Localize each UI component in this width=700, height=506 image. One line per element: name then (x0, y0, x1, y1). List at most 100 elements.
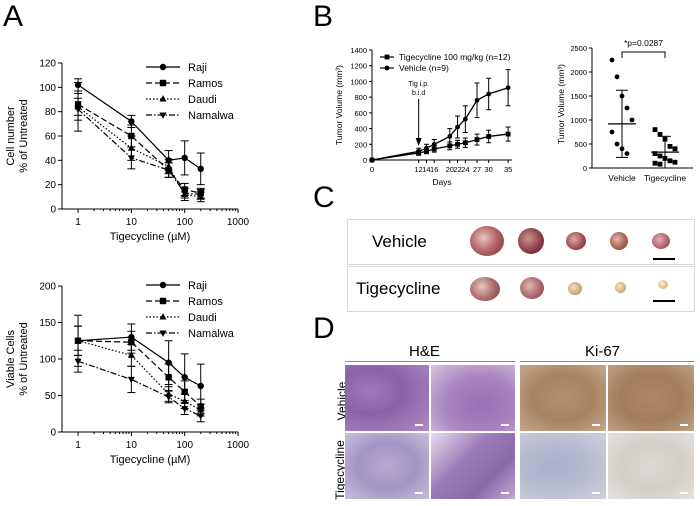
data-point (474, 97, 480, 103)
y-tick-label: 2500 (570, 44, 587, 53)
scale-bar (680, 424, 688, 426)
tumor-image (658, 280, 668, 289)
data-point (165, 167, 173, 174)
d-header-line (345, 361, 515, 362)
y-tick-label: 80 (45, 107, 57, 118)
tumor-photo-vehicle: Vehicle (347, 219, 695, 265)
y-tick-label: 0 (583, 164, 587, 173)
series-line (371, 87, 509, 161)
data-point (619, 146, 625, 152)
photo-label-vehicle: Vehicle (372, 232, 427, 251)
tumor-photo-tigecycline: Tigecycline (347, 266, 695, 312)
x-tick-label: 1000 (227, 217, 250, 228)
x-axis-label: Tigecycline (µM) (110, 454, 191, 466)
data-point (369, 157, 375, 163)
data-point (614, 74, 620, 80)
annotation-arrowhead (415, 138, 422, 146)
data-point (505, 85, 511, 91)
x-tick-label: 27 (473, 165, 481, 174)
data-point (197, 191, 205, 199)
legend-label: Raji (188, 62, 207, 74)
data-point (614, 141, 620, 147)
tumor-image (615, 282, 626, 293)
legend-label: Ramos (188, 296, 223, 308)
data-point (431, 141, 437, 147)
scale-bar (415, 492, 423, 494)
photo-label-tigecycline: Tigecycline (356, 279, 441, 298)
legend-marker (384, 65, 390, 71)
y-axis-label: Cell number (5, 106, 17, 166)
data-point (424, 145, 429, 151)
y-axis-label: Tumor Volume (mm³) (334, 65, 344, 145)
data-point (652, 151, 658, 156)
x-tick-label: 100 (176, 440, 193, 451)
y-axis-label: % of Untreated (18, 99, 30, 172)
legend-marker (159, 95, 167, 102)
data-point (672, 146, 678, 152)
annotation-text: Tig i.p. (408, 81, 429, 88)
y-tick-label: 40 (45, 156, 57, 167)
data-point (455, 141, 460, 147)
d-header-line (520, 361, 694, 362)
data-point (619, 93, 625, 99)
x-axis-label: Days (432, 177, 451, 187)
data-point (667, 144, 673, 149)
y-tick-label: 1000 (350, 77, 367, 86)
tumor-image (566, 232, 586, 250)
ki67-tigecycline-2 (608, 433, 694, 499)
y-tick-label: 1400 (350, 46, 367, 55)
y-tick-label: 150 (39, 318, 56, 329)
scale-bar (592, 492, 600, 494)
tumor-image (652, 233, 670, 249)
tumor-image (610, 232, 628, 250)
scale-bar (653, 258, 675, 260)
series-line (371, 133, 509, 161)
data-point (127, 376, 135, 384)
scale-bar (415, 424, 423, 426)
scale-bar (592, 424, 600, 426)
y-tick-label: 800 (354, 93, 367, 102)
data-point (447, 134, 453, 139)
tumor-image (568, 282, 582, 295)
data-point (165, 374, 172, 381)
y-tick-label: 500 (574, 140, 587, 149)
data-point (609, 57, 615, 63)
legend-label: Raji (188, 280, 207, 292)
tumor-image (470, 277, 500, 301)
x-tick-label: 1000 (227, 440, 250, 451)
data-point (127, 155, 135, 162)
panel-a-letter: A (3, 0, 24, 33)
legend-marker (159, 281, 167, 289)
data-point (462, 116, 468, 122)
legend-marker (159, 297, 167, 305)
data-point (197, 413, 205, 420)
ki67-vehicle-2 (608, 365, 694, 431)
x-tick-label: 35 (504, 165, 512, 174)
data-point (197, 406, 205, 413)
x-tick-label: 100 (176, 217, 193, 228)
x-tick-label: 14 (422, 165, 430, 174)
data-point (486, 134, 492, 139)
y-axis-label: % of Untreated (18, 322, 30, 395)
x-tick-label: 30 (484, 165, 492, 174)
legend-label: Daudi (188, 312, 217, 324)
legend-marker (159, 112, 167, 119)
data-point (181, 406, 189, 413)
data-point (74, 336, 82, 344)
scale-bar (501, 492, 509, 494)
x-tick-label: 10 (126, 440, 138, 451)
data-point (197, 165, 204, 173)
ki67-vehicle-1 (520, 365, 606, 431)
data-point (667, 158, 673, 164)
category-label: Vehicle (608, 173, 636, 183)
x-tick-label: 1 (75, 217, 81, 228)
y-tick-label: 0 (50, 428, 56, 439)
y-tick-label: 0 (50, 205, 56, 216)
data-point (447, 143, 453, 149)
y-tick-label: 0 (363, 156, 367, 165)
panel-b-letter: B (313, 0, 334, 33)
y-tick-label: 100 (39, 355, 56, 366)
